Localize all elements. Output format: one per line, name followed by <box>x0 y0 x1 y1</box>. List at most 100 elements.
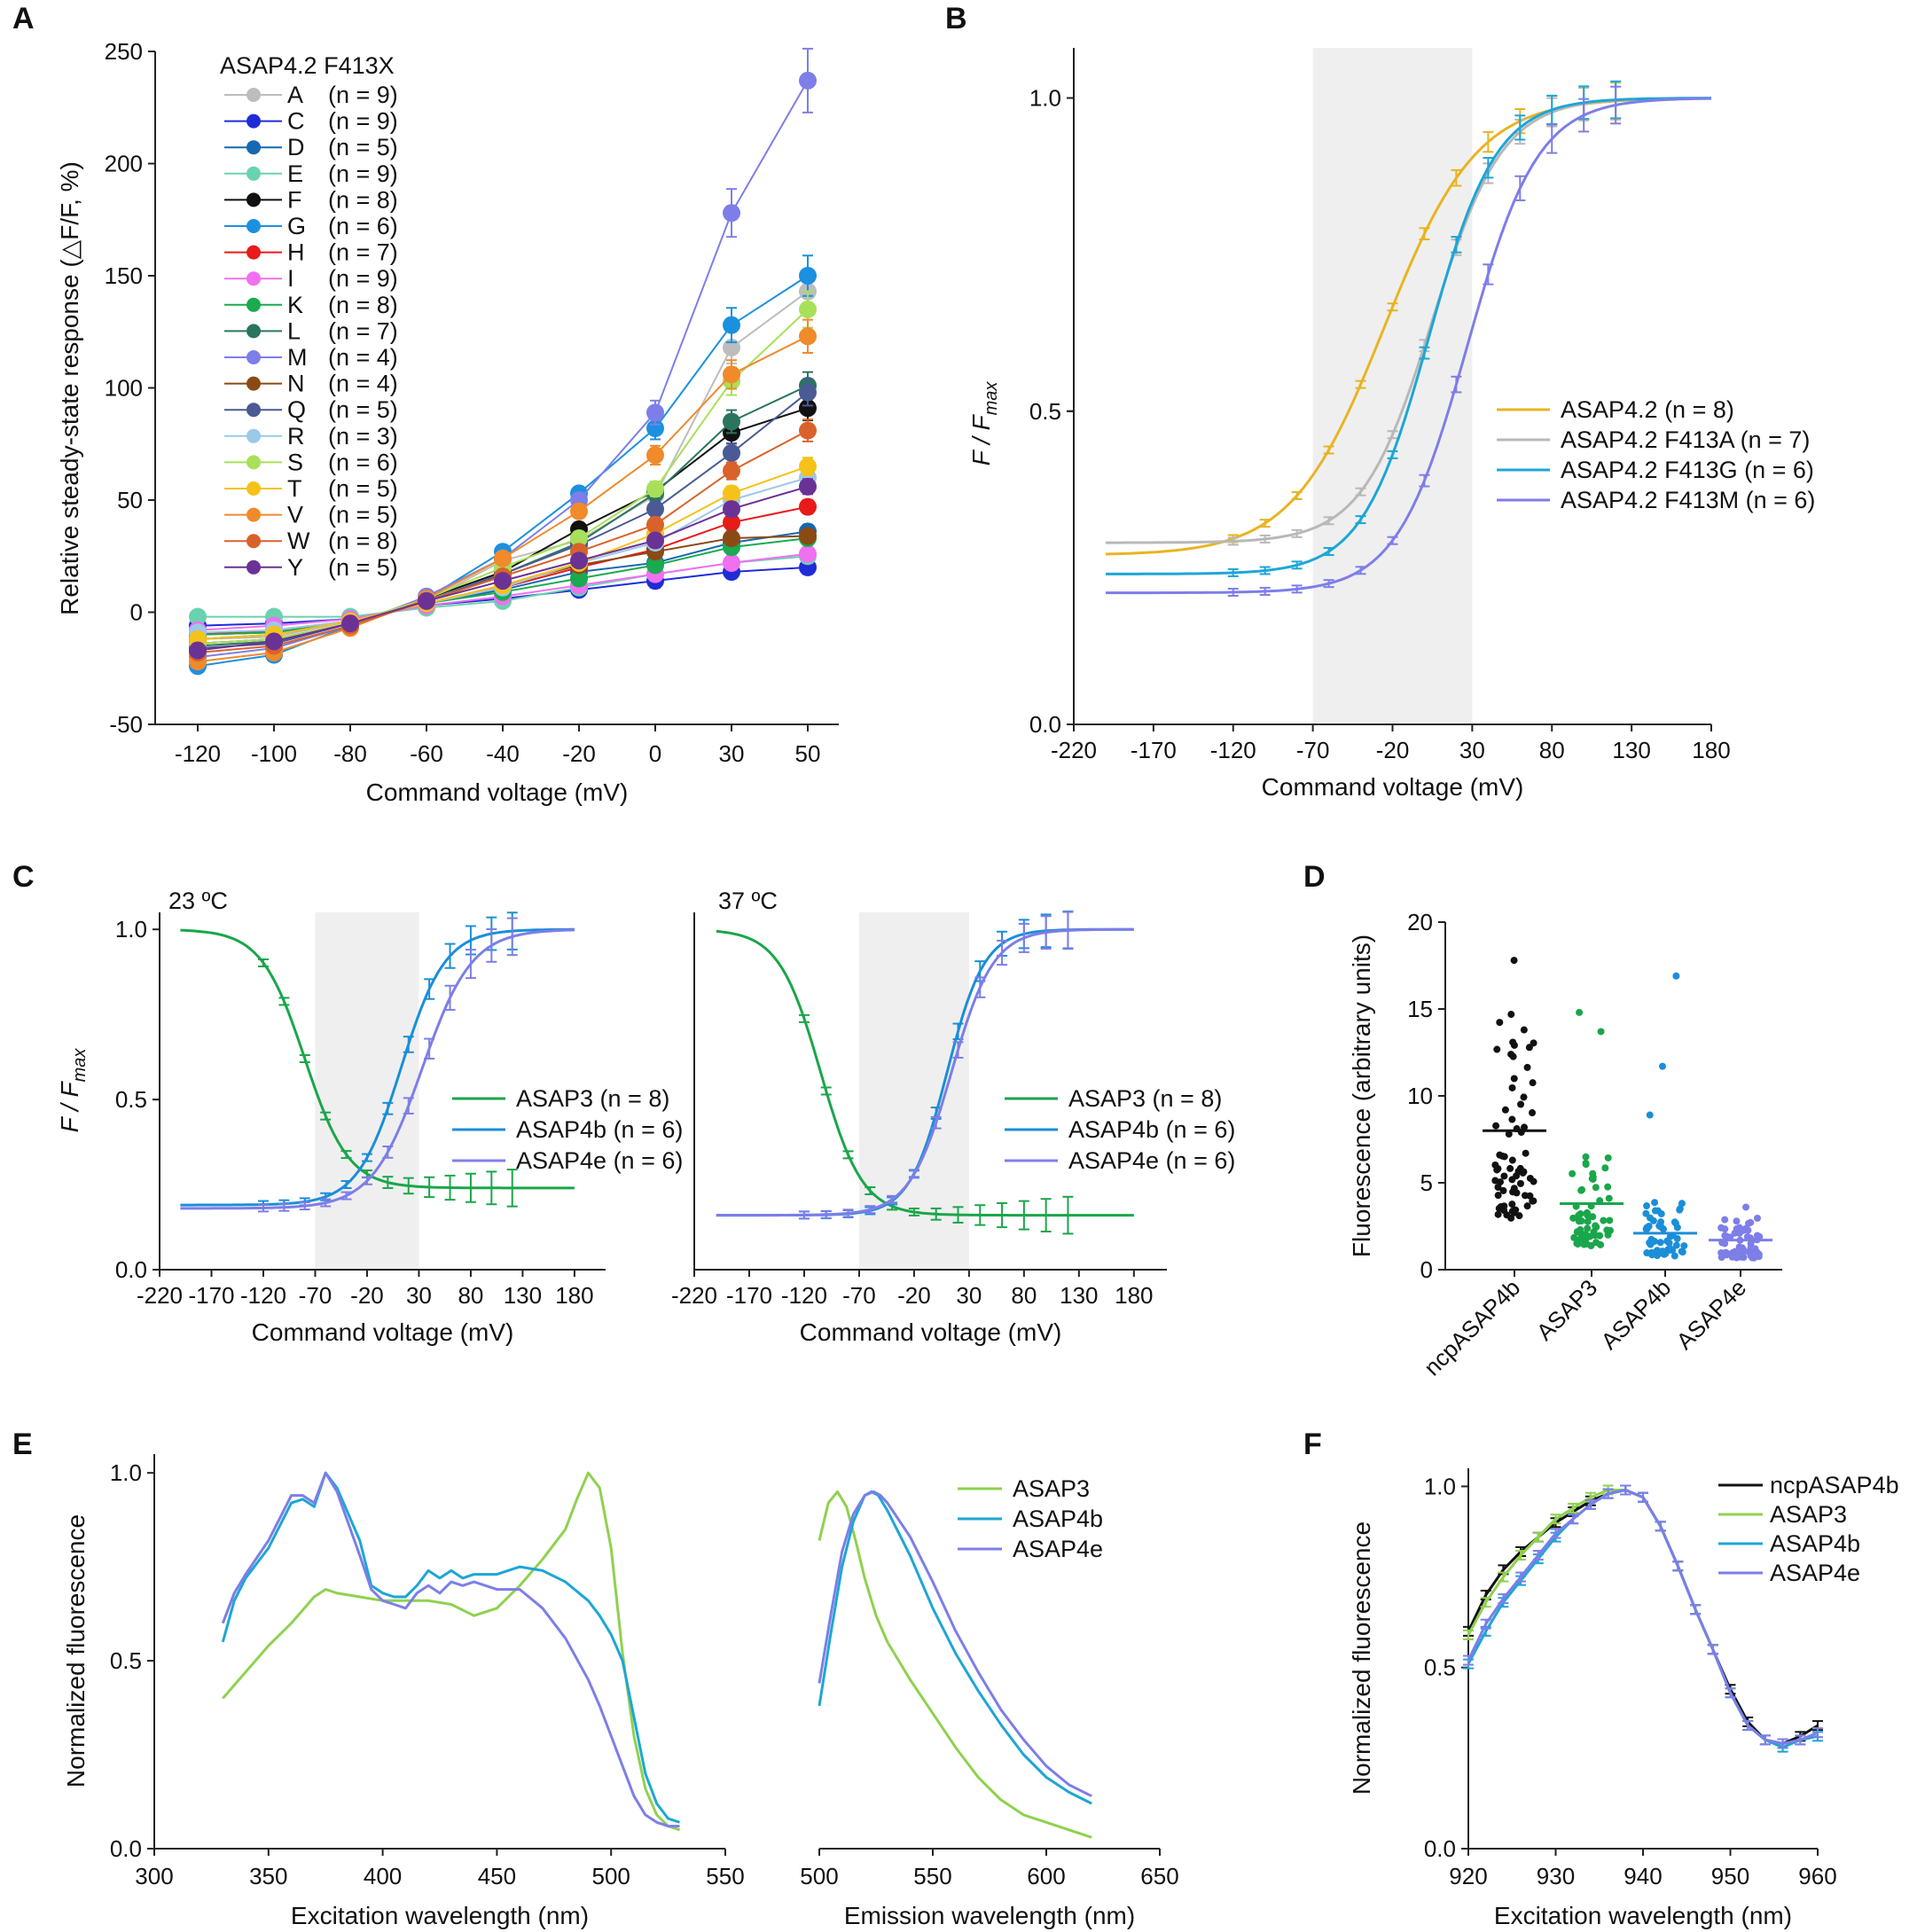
data-point <box>1530 1177 1538 1185</box>
fit-curve <box>716 929 1134 1217</box>
x-tick-label: -120 <box>240 1282 286 1309</box>
y-tick-label: 1.0 <box>1029 85 1061 112</box>
error-bar <box>1291 490 1303 500</box>
y-tick-label: 0.0 <box>1029 711 1061 738</box>
legend-n: (n = 4) <box>328 371 398 397</box>
data-point <box>1727 1251 1735 1259</box>
y-axis-title-sub: max <box>982 381 1001 416</box>
legend-label: W <box>287 528 310 554</box>
data-point <box>1592 1239 1600 1247</box>
data-point <box>1523 1063 1531 1071</box>
x-axis-title: Excitation wavelength (nm) <box>1494 1902 1792 1929</box>
error-bar <box>865 1205 876 1215</box>
error-bar <box>1812 1727 1823 1739</box>
error-bar <box>1546 123 1558 154</box>
legend-label: R <box>287 423 305 450</box>
error-bar <box>506 917 518 957</box>
panel-title: 23 ºC <box>168 888 228 914</box>
legend-label: D <box>287 134 305 160</box>
legend-label: M <box>287 344 308 371</box>
error-bar <box>257 1203 269 1213</box>
data-point <box>570 551 588 570</box>
x-tick-label: 930 <box>1537 1863 1575 1889</box>
legend-label: ASAP4e <box>1013 1536 1103 1562</box>
error-bar <box>908 1169 919 1179</box>
data-point <box>1747 1252 1755 1260</box>
error-bar <box>1419 346 1430 360</box>
spectrum-curve <box>1467 1489 1819 1749</box>
x-tick-label: ncpASAP4b <box>1419 1274 1525 1381</box>
data-point <box>799 527 817 545</box>
error-bar <box>842 1208 854 1218</box>
error-bar <box>444 984 456 1011</box>
y-tick-label: 0.5 <box>110 1647 142 1674</box>
data-point <box>1741 1224 1749 1232</box>
x-axis-title: Excitation wavelength (nm) <box>291 1902 589 1929</box>
data-point <box>1671 1252 1678 1260</box>
error-bar <box>278 997 290 1006</box>
x-tick-label: -100 <box>251 740 297 767</box>
panel-b: -220 -170 -120 -70 -20 30 80 130 180 1.0 0.5 0.0 Com… <box>945 2 1815 801</box>
legend-label: I <box>287 265 294 292</box>
error-bar <box>1323 546 1334 556</box>
x-tick-label: -20 <box>1376 737 1410 763</box>
data-point <box>1661 1249 1669 1257</box>
legend-n: (n = 8) <box>328 292 398 318</box>
x-tick-label: ASAP4b <box>1596 1274 1677 1355</box>
error-bar <box>1515 1550 1527 1561</box>
error-bar <box>1532 1531 1544 1543</box>
data-point <box>1574 1240 1582 1248</box>
legend-label: Q <box>287 396 306 423</box>
data-point <box>1499 1186 1507 1194</box>
data-point <box>1576 1008 1584 1016</box>
error-bar <box>1480 1597 1491 1608</box>
error-bar <box>361 1176 372 1185</box>
error-bar <box>1040 1198 1052 1232</box>
error-bar <box>1323 579 1334 589</box>
x-tick-label: -70 <box>1296 737 1330 763</box>
data-point <box>723 513 740 532</box>
data-point <box>1496 1151 1504 1159</box>
y-tick-label: 100 <box>105 375 143 402</box>
legend-n: (n = 8) <box>328 186 398 213</box>
y-axis-title: F / Fmax <box>967 381 1001 466</box>
data-point <box>189 641 207 660</box>
data-point <box>1753 1214 1761 1222</box>
data-point <box>1673 1234 1681 1242</box>
data-point <box>723 412 740 431</box>
legend-marker <box>246 376 261 391</box>
data-point <box>1515 1212 1523 1220</box>
error-bar <box>382 1145 394 1159</box>
series-asap4-2-f413m-n-6- <box>1106 85 1712 597</box>
x-tick-label: -220 <box>1051 737 1097 763</box>
data-point <box>723 443 740 462</box>
voltage-range-shade <box>1312 48 1473 724</box>
x-axis-title: Command voltage (mV) <box>366 778 629 806</box>
data-point <box>1643 1224 1651 1232</box>
legend-label: ASAP4e (n = 6) <box>516 1147 683 1174</box>
x-tick-label: 30 <box>406 1282 432 1309</box>
series-asap4e <box>1463 1484 1823 1749</box>
x-tick-label: -170 <box>188 1282 234 1309</box>
y-tick-label: 150 <box>105 262 143 289</box>
data-point <box>1721 1216 1729 1224</box>
excitation-curve-asap3 <box>222 1471 680 1832</box>
error-bar <box>1480 1618 1491 1630</box>
error-bar <box>257 958 269 967</box>
data-point <box>1676 1205 1684 1213</box>
data-point <box>646 403 664 422</box>
y-tick-label: 0 <box>130 599 143 626</box>
data-point <box>1743 1232 1751 1240</box>
error-bar <box>1291 560 1303 570</box>
data-point <box>1738 1244 1746 1252</box>
error-bar <box>908 1207 919 1216</box>
error-bar <box>1759 1734 1771 1746</box>
legend-n: (n = 5) <box>328 396 398 423</box>
y-tick-label: 200 <box>105 151 143 177</box>
y-tick-label: 0.0 <box>110 1835 142 1862</box>
data-point <box>1604 1154 1612 1162</box>
data-point <box>1582 1161 1590 1169</box>
legend-n: (n = 7) <box>328 317 398 344</box>
x-tick-label: 30 <box>719 740 745 767</box>
legend-marker <box>246 428 261 443</box>
